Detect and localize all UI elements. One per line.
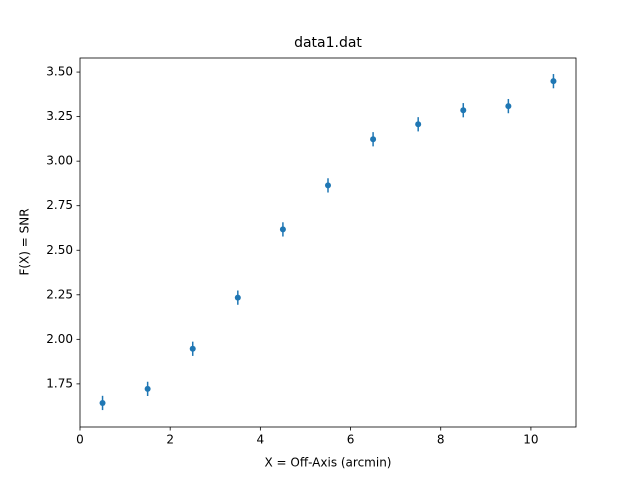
data-point (234, 294, 241, 301)
y-tick-label: 2.25 (46, 287, 73, 301)
y-tick-label: 3.50 (46, 65, 73, 79)
y-tick-label: 2.50 (46, 243, 73, 257)
y-tick-label: 3.25 (46, 109, 73, 123)
data-point (550, 78, 557, 85)
data-point (279, 226, 286, 233)
data-point (460, 107, 467, 114)
plot-frame (79, 57, 577, 428)
x-tick-label: 4 (257, 433, 265, 447)
y-axis-label: F(X) = SNR (18, 208, 32, 275)
x-axis-label: X = Off-Axis (arcmin) (264, 456, 391, 470)
x-tick-label: 2 (166, 433, 174, 447)
x-tick-label: 10 (523, 433, 538, 447)
chart-title: data1.dat (294, 35, 362, 51)
y-tick-label: 2.00 (46, 332, 73, 346)
data-point (370, 136, 377, 143)
y-tick-label: 2.75 (46, 198, 73, 212)
y-tick-label: 3.00 (46, 154, 73, 168)
x-tick-label: 6 (347, 433, 355, 447)
y-tick-label: 1.75 (46, 376, 73, 390)
x-tick-label: 0 (76, 433, 84, 447)
x-tick-label: 8 (437, 433, 445, 447)
data-point (99, 399, 106, 406)
data-point (415, 121, 422, 128)
data-point (144, 385, 151, 392)
data-point (189, 345, 196, 352)
data-point (325, 182, 331, 189)
data-point (505, 103, 512, 110)
